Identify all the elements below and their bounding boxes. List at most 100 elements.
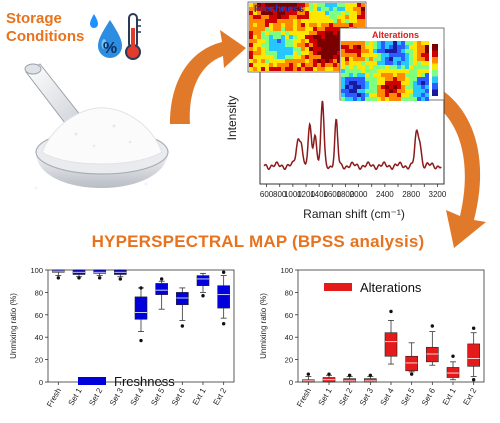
raman-x-tick-label: 1600 — [323, 190, 341, 199]
boxplot-box — [176, 287, 189, 328]
boxplot-box — [196, 272, 210, 298]
boxplot-box — [217, 270, 230, 326]
boxplot-legend: Freshness — [78, 374, 175, 389]
boxplot-y-tick-label: 60 — [35, 311, 43, 320]
raman-x-tick-label: 1000 — [284, 190, 302, 199]
boxplot-x-tick-label: Fresh — [45, 387, 63, 409]
percent-icon: % — [103, 40, 117, 57]
boxplot-x-tick-label: Ext 2 — [211, 386, 228, 407]
boxplot-outlier — [97, 276, 102, 280]
boxplot-box — [405, 342, 418, 376]
boxplot-outlier — [201, 294, 205, 298]
hyperspectral-map-title: HYPERSPECTRAL MAP (BPSS analysis) — [91, 232, 425, 251]
boxplot-y-tick-label: 20 — [35, 356, 43, 365]
boxplot-outlier — [180, 324, 185, 328]
boxplot-box — [384, 309, 398, 365]
boxplot-x-tick-label: Set 3 — [108, 386, 125, 407]
boxplot-y-tick-label: 60 — [285, 311, 293, 320]
boxplot-iqr-box — [446, 367, 460, 378]
boxplot-y-tick-label: 20 — [285, 356, 293, 365]
boxplot-iqr-box — [134, 296, 148, 320]
boxplot-y-tick-label: 100 — [280, 266, 293, 275]
boxplot-x-tick-label: Set 4 — [129, 386, 146, 407]
boxplot-outlier — [139, 286, 143, 290]
boxplot-box — [343, 373, 356, 383]
boxplot-box — [72, 269, 86, 280]
water-drop-icon — [90, 14, 122, 58]
boxplot-x-tick-label: Ext 1 — [191, 386, 208, 407]
alterations-map: Alterations — [339, 27, 445, 101]
boxplot-iqr-box — [364, 378, 377, 383]
boxplot-box — [93, 269, 106, 280]
boxplot-legend: Alterations — [324, 280, 422, 295]
boxplot-iqr-box — [405, 355, 418, 372]
boxplot-y-tick-label: 80 — [285, 288, 293, 297]
boxplot-x-tick-label: Set 1 — [67, 386, 84, 407]
storage-icons: % — [90, 13, 141, 60]
boxplot-x-tick-label: Set 2 — [87, 386, 104, 407]
raman-x-tick-label: 2400 — [376, 190, 394, 199]
raman-x-tick-label: 800 — [273, 190, 287, 199]
freshness-boxplot: Unmixing ratio (%) 0 20 40 60 80 100 Fresh Set 1… — [9, 266, 235, 409]
boxplot-x-tick-label: Set 6 — [420, 386, 437, 407]
boxplot-x-tick-label: Ext 2 — [461, 386, 478, 407]
boxplot-outlier — [118, 277, 123, 281]
boxplot-iqr-box — [384, 332, 398, 357]
boxplot-y-label: Unmixing ratio (%) — [259, 293, 268, 359]
boxplot-outlier — [368, 373, 373, 377]
raman-x-tick-label: 600 — [260, 190, 274, 199]
boxplot-outlier — [430, 324, 435, 328]
boxplot-y-tick-label: 80 — [35, 288, 43, 297]
boxplot-x-tick-label: Set 3 — [358, 386, 375, 407]
boxplot-outlier — [221, 270, 226, 274]
raman-x-tick-label: 2800 — [402, 190, 420, 199]
boxplot-y-tick-label: 40 — [35, 333, 43, 342]
boxplot-outlier — [471, 326, 476, 330]
storage-conditions-title: Storage Conditions — [6, 10, 84, 46]
raman-x-tick-label: 1800 — [337, 190, 355, 199]
boxplot-y-tick-label: 0 — [289, 378, 293, 387]
boxplot-box — [446, 354, 460, 381]
boxplot-iqr-box — [343, 378, 356, 383]
legend-label: Alterations — [360, 280, 422, 295]
boxplot-iqr-box — [426, 346, 439, 363]
raman-x-tick-label: 1400 — [310, 190, 328, 199]
boxplot-outlier — [56, 276, 61, 280]
boxplot-box — [114, 269, 127, 281]
boxplot-box — [134, 286, 148, 343]
boxplot-outlier — [221, 322, 226, 326]
boxplot-y-tick-label: 0 — [39, 378, 43, 387]
boxplot-y-tick-label: 100 — [30, 266, 43, 275]
boxplot-x-tick-label: Fresh — [295, 387, 313, 409]
thermometer-icon — [125, 13, 141, 60]
legend-swatch — [324, 283, 352, 291]
boxplot-box — [52, 269, 65, 280]
raman-y-label: Intensity — [225, 96, 239, 141]
raman-x-tick-label: 3200 — [429, 190, 447, 199]
boxplot-iqr-box — [176, 292, 189, 306]
boxplot-x-tick-label: Ext 1 — [441, 386, 458, 407]
powder-scoop-image — [24, 63, 169, 190]
boxplot-iqr-box — [196, 275, 210, 286]
boxplot-outlier — [139, 338, 143, 343]
boxplot-outlier — [389, 309, 393, 314]
freshness-map-label: Freshness — [254, 4, 304, 15]
boxplot-x-tick-label: Set 5 — [149, 386, 166, 407]
boxplot-x-tick-label: Set 1 — [317, 386, 334, 407]
boxplot-y-label: Unmixing ratio (%) — [9, 293, 18, 359]
boxplot-box — [155, 277, 168, 310]
alterations-map-pixels — [341, 41, 429, 101]
boxplot-box — [426, 324, 439, 366]
powder-pile — [34, 107, 163, 190]
boxplot-outlier — [77, 276, 81, 280]
boxplot-iqr-box — [155, 283, 168, 295]
boxplot-outlier — [471, 378, 476, 382]
raman-x-tick-label: 2000 — [350, 190, 368, 199]
legend-swatch — [78, 377, 106, 385]
boxplot-iqr-box — [467, 343, 480, 367]
boxplot-x-tick-label: Set 4 — [379, 386, 396, 407]
boxplot-outlier — [347, 373, 352, 377]
alterations-map-label: Alterations — [372, 30, 419, 40]
